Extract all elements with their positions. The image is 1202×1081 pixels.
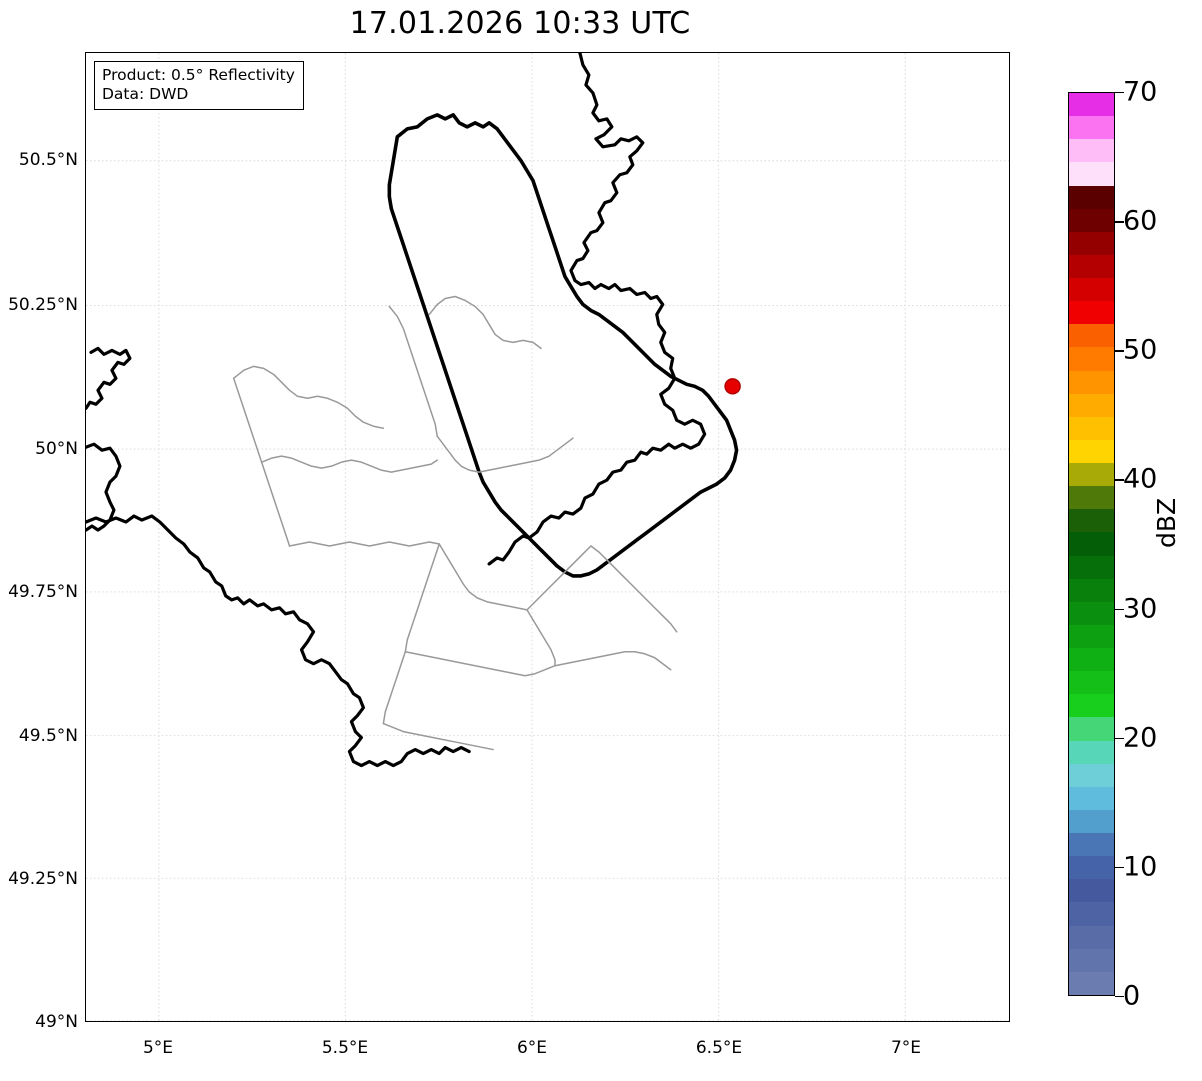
- colorbar-band: [1069, 416, 1114, 440]
- colorbar-band: [1069, 833, 1114, 857]
- colorbar-tick-label: 10: [1123, 851, 1158, 883]
- colorbar-band: [1069, 208, 1114, 232]
- colorbar-band: [1069, 740, 1114, 764]
- product-info-box: Product: 0.5° Reflectivity Data: DWD: [94, 61, 304, 110]
- colorbar-band: [1069, 624, 1114, 648]
- colorbar-tick-label: 30: [1123, 593, 1158, 625]
- colorbar-band: [1069, 463, 1114, 487]
- colorbar-tick-mark: [1115, 350, 1124, 352]
- colorbar-band: [1069, 902, 1114, 926]
- colorbar-tick-label: 40: [1123, 463, 1158, 495]
- colorbar-band: [1069, 856, 1114, 880]
- colorbar-band: [1069, 116, 1114, 140]
- colorbar[interactable]: [1068, 92, 1115, 996]
- colorbar-band: [1069, 601, 1114, 625]
- x-tick-label: 6°E: [516, 1038, 548, 1058]
- x-tick-label: 6.5°E: [695, 1038, 743, 1058]
- internal-borders: [232, 295, 678, 751]
- colorbar-band: [1069, 139, 1114, 163]
- radar-map-plot[interactable]: Product: 0.5° Reflectivity Data: DWD: [85, 52, 1010, 1022]
- colorbar-band: [1069, 925, 1114, 949]
- y-tick-label: 50°N: [35, 439, 78, 459]
- colorbar-band: [1069, 694, 1114, 718]
- colorbar-band: [1069, 324, 1114, 348]
- colorbar-band: [1069, 671, 1114, 695]
- colorbar-label: dBZ: [1152, 497, 1181, 548]
- colorbar-band: [1069, 439, 1114, 463]
- colorbar-band: [1069, 555, 1114, 579]
- x-tick-label: 5.5°E: [321, 1038, 369, 1058]
- map-canvas: [86, 53, 1009, 1021]
- colorbar-band: [1069, 278, 1114, 302]
- colorbar-band: [1069, 231, 1114, 255]
- colorbar-band: [1069, 948, 1114, 972]
- colorbar-band: [1069, 509, 1114, 533]
- colorbar-band: [1069, 578, 1114, 602]
- page-title: 17.01.2026 10:33 UTC: [349, 6, 691, 41]
- colorbar-band: [1069, 648, 1114, 672]
- data-source-line: Data: DWD: [102, 85, 189, 103]
- colorbar-band: [1069, 185, 1114, 209]
- y-tick-label: 50.5°N: [18, 150, 78, 170]
- y-tick-label: 49.75°N: [8, 582, 78, 602]
- colorbar-band: [1069, 532, 1114, 556]
- national-borders: [86, 53, 739, 768]
- product-line: Product: 0.5° Reflectivity: [102, 66, 295, 84]
- colorbar-tick-label: 70: [1123, 76, 1158, 108]
- colorbar-band: [1069, 763, 1114, 787]
- colorbar-tick-label: 50: [1123, 334, 1158, 366]
- colorbar-tick-label: 0: [1123, 980, 1141, 1012]
- colorbar-band: [1069, 486, 1114, 510]
- colorbar-band: [1069, 347, 1114, 371]
- colorbar-tick-label: 60: [1123, 205, 1158, 237]
- colorbar-tick-mark: [1115, 996, 1124, 998]
- colorbar-band: [1069, 786, 1114, 810]
- y-tick-label: 49.25°N: [8, 869, 78, 889]
- colorbar-band: [1069, 301, 1114, 325]
- colorbar-band: [1069, 370, 1114, 394]
- colorbar-band: [1069, 971, 1114, 995]
- colorbar-tick-mark: [1115, 221, 1124, 223]
- x-tick-label: 7°E: [890, 1038, 922, 1058]
- colorbar-tick-mark: [1115, 737, 1124, 740]
- colorbar-band: [1069, 393, 1114, 417]
- colorbar-tick-mark: [1115, 866, 1124, 869]
- grid-lines: [86, 53, 1009, 1021]
- x-tick-label: 5°E: [142, 1038, 174, 1058]
- colorbar-tick-mark: [1115, 479, 1124, 481]
- radar-site-marker: [724, 378, 741, 395]
- y-tick-label: 49°N: [35, 1012, 78, 1032]
- colorbar-band: [1069, 162, 1114, 186]
- colorbar-band: [1069, 717, 1114, 741]
- colorbar-tick-mark: [1115, 92, 1124, 94]
- y-tick-label: 49.5°N: [18, 726, 78, 746]
- colorbar-band: [1069, 254, 1114, 278]
- colorbar-tick-label: 20: [1123, 722, 1158, 754]
- y-tick-label: 50.25°N: [8, 295, 78, 315]
- colorbar-band: [1069, 93, 1114, 117]
- colorbar-band: [1069, 879, 1114, 903]
- colorbar-band: [1069, 809, 1114, 833]
- colorbar-tick-mark: [1115, 608, 1124, 610]
